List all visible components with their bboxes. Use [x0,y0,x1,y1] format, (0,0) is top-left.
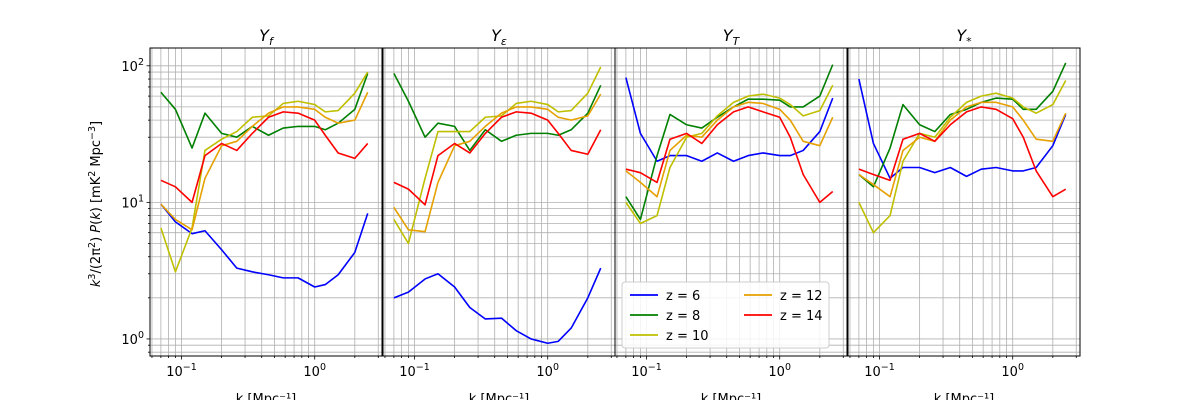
series-line-z8 [858,62,1067,188]
series-line-z6 [858,78,1067,180]
legend-box [621,281,830,349]
y-tick-label: 101 [121,193,144,211]
grid [848,48,1080,356]
x-tick-label: 100 [536,362,559,380]
series-line-z14 [625,106,834,204]
legend: z = 6 z = 8 z = 10 z = 12 z = 14 [621,281,830,349]
panel-1: 10−1 100 k [Mpc⁻¹] Yf 100 101 102 [121,26,383,400]
series-line-z14 [160,111,369,204]
y-ticks [146,65,150,353]
legend-label-z6: z = 6 [666,289,700,304]
legend-label-z12: z = 12 [780,289,823,304]
x-tick-label: 10−1 [864,362,895,380]
panel-4: 10−1 100 k [Mpc⁻¹] Y* [847,26,1081,400]
series-line-z10 [625,84,834,225]
x-axis-label: k [Mpc⁻¹] [469,392,530,400]
panel-title: YT [723,26,741,48]
x-ticks [384,356,612,360]
x-ticks [849,356,1077,360]
legend-label-z10: z = 10 [666,329,709,344]
series-line-z6 [160,203,369,288]
series-line-z8 [160,73,369,149]
series-line-z6 [625,77,834,163]
y-tick-label: 102 [121,57,144,75]
grid [150,48,382,356]
grid [383,48,615,356]
x-axis-label: k [Mpc⁻¹] [934,392,995,400]
series-line-z14 [858,106,1067,198]
panel-title: Y* [956,26,972,48]
panel-2: 10−1 100 k [Mpc⁻¹] Yε [382,26,616,400]
series-line-z10 [858,80,1067,234]
series-line-z10 [393,66,602,245]
legend-label-z14: z = 14 [780,309,823,324]
series-line-z12 [858,101,1067,198]
x-ticks [151,356,379,360]
x-tick-label: 10−1 [166,362,197,380]
series-line-z8 [393,73,602,152]
y-axis-label: k3/(2π2) P(k) [mK2 Mpc−3] [87,121,105,287]
x-axis-label: k [Mpc⁻¹] [236,392,297,400]
x-tick-label: 100 [1001,362,1024,380]
legend-label-z8: z = 8 [666,309,700,324]
series-line-z6 [393,267,602,345]
series-line-z12 [160,91,369,231]
x-tick-label: 100 [303,362,326,380]
panel-title: Yε [491,26,507,48]
x-tick-label: 10−1 [399,362,430,380]
series-line-z10 [160,71,369,273]
x-ticks [616,356,844,360]
axes-frame [614,47,848,357]
x-tick-label: 10−1 [631,362,662,380]
panels: 10−1 100 k [Mpc⁻¹] Yf 100 101 102 10−1 100 k [Mpc… [121,26,1081,400]
axes-frame [847,47,1081,357]
series-line-z12 [393,93,602,233]
x-tick-label: 100 [768,362,791,380]
x-axis-label: k [Mpc⁻¹] [701,392,762,400]
series-line-z14 [393,111,602,206]
series-line-z12 [625,101,834,198]
y-tick-label: 100 [121,330,144,348]
panel-title: Yf [259,26,275,48]
